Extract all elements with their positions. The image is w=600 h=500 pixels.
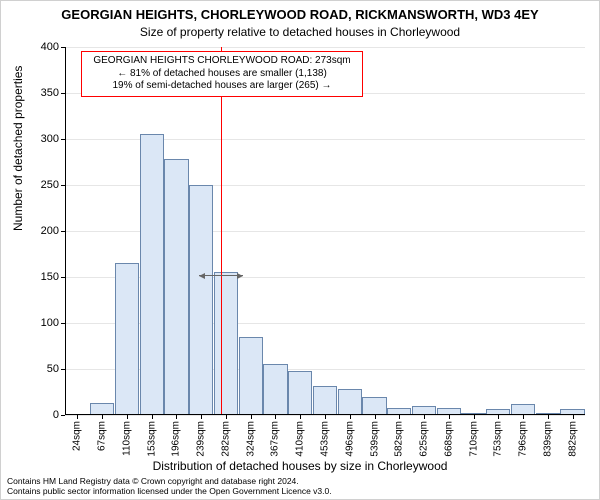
histogram-bar (362, 397, 386, 415)
x-tick-label: 410sqm (295, 421, 306, 457)
footer-line-2: Contains public sector information licen… (7, 487, 332, 497)
x-tick-label: 839sqm (542, 421, 553, 457)
x-tick (474, 415, 475, 419)
chart-title: GEORGIAN HEIGHTS, CHORLEYWOOD ROAD, RICK… (1, 7, 599, 22)
marker-vline (221, 47, 222, 415)
x-tick (498, 415, 499, 419)
x-tick-label: 367sqm (270, 421, 281, 457)
x-axis-line (65, 414, 585, 415)
x-tick-label: 239sqm (196, 421, 207, 457)
plot-area: 05010015020025030035040024sqm67sqm110sqm… (65, 47, 585, 415)
x-tick-label: 324sqm (245, 421, 256, 457)
y-tick-label: 200 (41, 225, 59, 237)
x-tick (251, 415, 252, 419)
annotation-line: ← 81% of detached houses are smaller (1,… (88, 68, 356, 81)
y-tick-label: 100 (41, 317, 59, 329)
x-axis-title: Distribution of detached houses by size … (1, 459, 599, 473)
histogram-bar (115, 263, 139, 415)
annotation-line: GEORGIAN HEIGHTS CHORLEYWOOD ROAD: 273sq… (88, 55, 356, 68)
histogram-bar (239, 337, 263, 415)
x-tick (523, 415, 524, 419)
x-tick (176, 415, 177, 419)
x-tick-label: 796sqm (518, 421, 529, 457)
x-tick (226, 415, 227, 419)
x-tick-label: 710sqm (468, 421, 479, 457)
x-tick-label: 625sqm (419, 421, 430, 457)
x-tick-label: 539sqm (369, 421, 380, 457)
x-tick (399, 415, 400, 419)
x-tick-label: 496sqm (344, 421, 355, 457)
x-tick-label: 24sqm (72, 421, 83, 451)
y-tick (61, 415, 65, 416)
x-tick (201, 415, 202, 419)
x-tick (573, 415, 574, 419)
histogram-bar (288, 371, 312, 415)
x-tick-label: 753sqm (493, 421, 504, 457)
histogram-bar (164, 159, 188, 415)
x-tick (375, 415, 376, 419)
histogram-bar (189, 185, 213, 415)
annotation-box: GEORGIAN HEIGHTS CHORLEYWOOD ROAD: 273sq… (81, 51, 363, 97)
histogram-bar (140, 134, 164, 415)
x-tick-label: 582sqm (394, 421, 405, 457)
x-tick (300, 415, 301, 419)
footer-attribution: Contains HM Land Registry data © Crown c… (7, 477, 332, 497)
histogram-bar (313, 386, 337, 415)
x-tick (548, 415, 549, 419)
x-tick (275, 415, 276, 419)
y-axis-title: Number of detached properties (11, 66, 25, 231)
x-tick (152, 415, 153, 419)
y-tick-label: 400 (41, 41, 59, 53)
x-tick (127, 415, 128, 419)
x-tick (102, 415, 103, 419)
x-tick-label: 153sqm (146, 421, 157, 457)
x-tick (77, 415, 78, 419)
chart-subtitle: Size of property relative to detached ho… (1, 25, 599, 39)
chart-frame: GEORGIAN HEIGHTS, CHORLEYWOOD ROAD, RICK… (0, 0, 600, 500)
y-tick-label: 50 (47, 363, 59, 375)
histogram-bar (263, 364, 287, 415)
marker-arrow-right (221, 275, 243, 276)
x-tick-label: 110sqm (121, 421, 132, 456)
y-tick-label: 0 (53, 409, 59, 421)
annotation-line: 19% of semi-detached houses are larger (… (88, 80, 356, 93)
gridline (65, 47, 585, 48)
x-tick-label: 453sqm (320, 421, 331, 457)
x-tick (325, 415, 326, 419)
x-tick-label: 882sqm (567, 421, 578, 457)
x-tick-label: 196sqm (171, 421, 182, 457)
x-tick-label: 282sqm (220, 421, 231, 457)
x-tick-label: 67sqm (97, 421, 108, 451)
y-tick-label: 250 (41, 179, 59, 191)
x-tick-label: 668sqm (443, 421, 454, 457)
y-tick-label: 300 (41, 133, 59, 145)
histogram-bar (214, 272, 238, 415)
marker-arrow-left (199, 275, 221, 276)
y-tick-label: 150 (41, 271, 59, 283)
y-tick-label: 350 (41, 87, 59, 99)
x-tick (350, 415, 351, 419)
histogram-bar (338, 389, 362, 415)
x-tick (424, 415, 425, 419)
y-axis-line (65, 47, 66, 415)
x-tick (449, 415, 450, 419)
